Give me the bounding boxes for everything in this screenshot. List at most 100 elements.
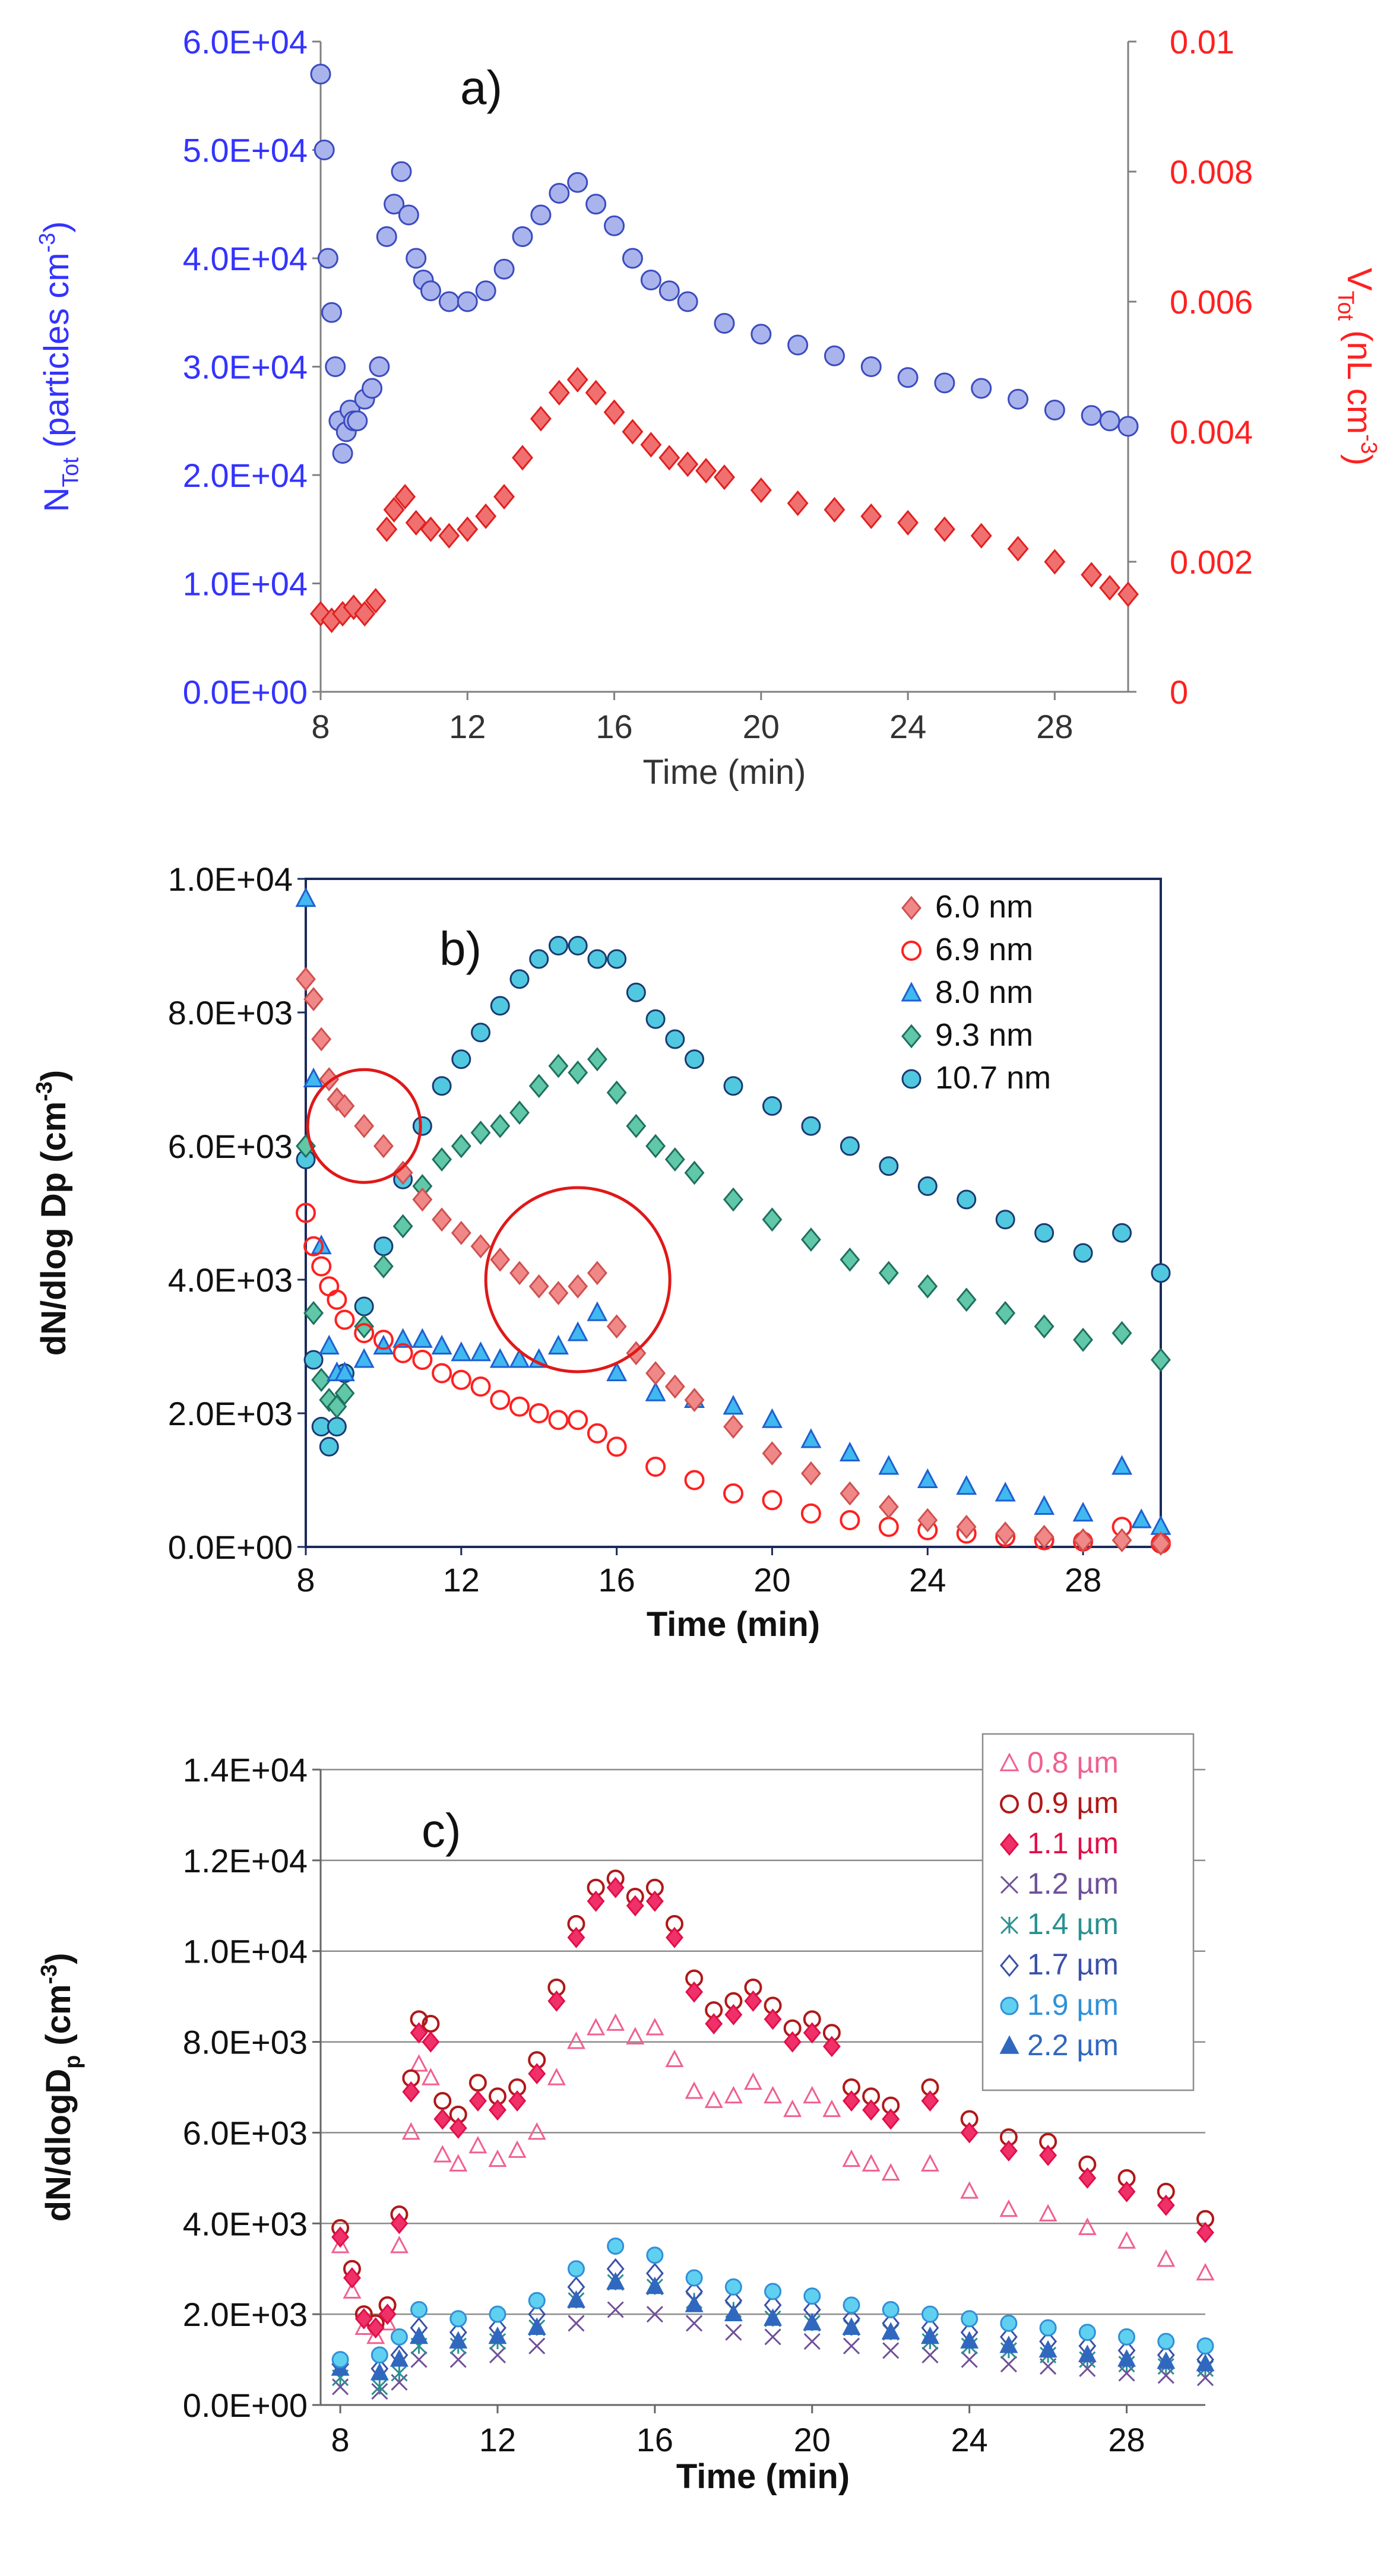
data-point — [508, 2090, 527, 2112]
chart-panel-b: 0.0E+00 2.0E+03 4.0E+03 6.0E+03 8.0E+03 1.0E+… — [31, 860, 1171, 1644]
data-point — [451, 1049, 471, 1069]
data-point — [1151, 1531, 1171, 1556]
data-point — [764, 2308, 783, 2326]
data-point — [303, 1300, 324, 1325]
data-point — [327, 1417, 347, 1436]
data-point — [606, 1876, 625, 1898]
y-tick-label-left: 0.0E+00 — [183, 673, 308, 711]
data-point — [567, 1321, 588, 1341]
data-point — [433, 2145, 452, 2163]
x-axis-label: Time (min) — [676, 2457, 850, 2496]
data-point — [1151, 1347, 1171, 1372]
plot-frame — [305, 878, 1162, 1548]
data-point — [921, 2090, 939, 2112]
data-point — [999, 2140, 1018, 2162]
data-point — [684, 1470, 705, 1490]
data-point — [567, 172, 588, 193]
data-point — [1044, 400, 1065, 420]
data-point — [606, 1314, 627, 1339]
data-point — [762, 1096, 782, 1116]
data-point — [410, 2301, 428, 2318]
data-point — [373, 1330, 394, 1350]
legend-label: 1.9 µm — [1027, 1988, 1119, 2021]
data-point — [917, 1508, 938, 1533]
data-point — [860, 356, 882, 377]
data-point — [646, 2246, 664, 2264]
data-point — [327, 1289, 347, 1310]
y-tick-label-right: 0 — [1170, 673, 1188, 711]
legend-marker — [901, 1024, 922, 1049]
data-point — [1112, 1223, 1132, 1243]
data-point — [371, 2378, 388, 2395]
data-point — [606, 1361, 628, 1381]
data-point — [685, 1049, 705, 1069]
data-point — [1072, 1502, 1094, 1522]
data-point — [922, 2346, 939, 2363]
data-point — [862, 2154, 881, 2172]
data-point — [376, 516, 398, 542]
data-point — [803, 2086, 822, 2104]
data-point — [587, 1423, 607, 1444]
data-point — [762, 1207, 783, 1232]
data-point — [390, 2328, 408, 2346]
data-point — [311, 1368, 332, 1393]
y-tick-label-right: 0.002 — [1170, 543, 1253, 581]
data-point — [334, 1381, 355, 1406]
data-point — [567, 1926, 585, 1948]
data-point — [402, 2081, 420, 2103]
data-point — [842, 2149, 861, 2167]
y-tick-label: 8.0E+03 — [183, 2024, 308, 2061]
data-point — [840, 1247, 860, 1272]
data-point — [457, 291, 478, 312]
data-point — [787, 490, 809, 516]
data-point — [353, 1348, 375, 1368]
data-point — [1118, 2328, 1136, 2346]
data-point — [296, 1202, 316, 1223]
data-point — [626, 2027, 645, 2045]
data-point — [1078, 2217, 1097, 2235]
data-point — [587, 1301, 608, 1321]
y-tick-label: 1.2E+04 — [183, 1842, 308, 1879]
data-point — [803, 2333, 821, 2350]
y-tick-label: 2.0E+03 — [168, 1395, 293, 1432]
data-point — [783, 2099, 802, 2118]
data-point — [677, 451, 699, 477]
data-point — [665, 1029, 685, 1049]
data-point — [724, 2086, 743, 2104]
data-point — [723, 1395, 744, 1415]
data-point — [761, 1408, 783, 1428]
data-point — [840, 1510, 860, 1530]
data-point — [640, 270, 661, 290]
x-tick-label: 28 — [1108, 2421, 1145, 2458]
data-point — [331, 2226, 350, 2248]
data-point — [314, 140, 335, 160]
data-point — [354, 1323, 375, 1343]
legend: 0.8 µm 0.9 µm 1.1 µm 1.2 µm 1.4 µm 1.7 µm 1.9 … — [981, 1733, 1195, 2091]
data-point — [917, 1274, 938, 1299]
data-point — [1196, 2337, 1214, 2355]
data-point — [1000, 2356, 1017, 2373]
legend-label: 10.7 nm — [935, 1060, 1051, 1096]
data-point — [725, 2324, 742, 2341]
data-point — [764, 2283, 782, 2300]
legend-marker — [999, 1752, 1019, 1771]
data-point — [548, 936, 568, 955]
data-point — [626, 1113, 647, 1138]
data-point — [392, 1214, 413, 1239]
x-tick-label: 20 — [794, 2421, 831, 2458]
legend-label: 1.7 µm — [1027, 1948, 1119, 1981]
legend: 6.0 nm 6.9 nm 8.0 nm 9.3 nm 10.7 nm — [901, 889, 1051, 1096]
data-point — [347, 410, 368, 432]
data-point — [878, 1261, 899, 1286]
series-3 — [296, 1047, 1171, 1419]
data-point — [843, 2090, 860, 2112]
data-point — [764, 2008, 782, 2030]
y-tick-label-right: 0.01 — [1170, 23, 1234, 61]
data-point — [658, 280, 680, 302]
data-point — [604, 215, 625, 236]
data-point — [1038, 2340, 1057, 2358]
data-point — [303, 1350, 324, 1370]
series-6 — [331, 2238, 1214, 2369]
data-point — [764, 2086, 783, 2104]
